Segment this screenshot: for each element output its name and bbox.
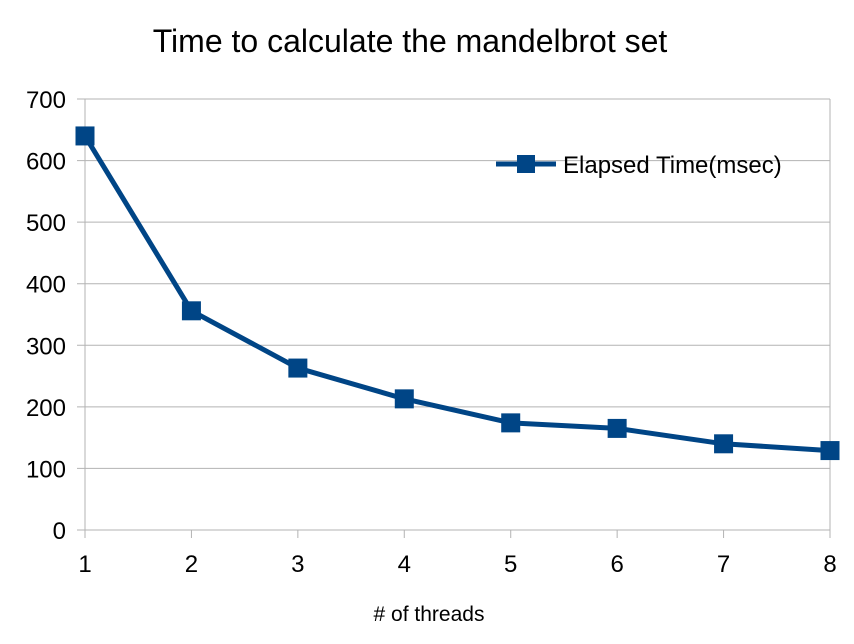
x-axis-title: # of threads <box>374 603 485 626</box>
y-tick-labels: 0 100 200 300 400 500 600 700 <box>26 87 66 545</box>
series-layer <box>75 126 840 461</box>
x-tick-label: 6 <box>610 551 623 578</box>
data-point-marker <box>607 418 627 438</box>
y-tick-label: 300 <box>26 333 66 360</box>
y-tick-label: 200 <box>26 395 66 422</box>
y-tick-label: 500 <box>26 210 66 237</box>
x-tick-label: 7 <box>717 551 730 578</box>
data-point-marker <box>394 389 414 409</box>
x-tick-label: 2 <box>185 551 198 578</box>
x-tick-label: 8 <box>823 551 836 578</box>
x-tick-label: 4 <box>398 551 411 578</box>
x-tick-label: 1 <box>78 551 91 578</box>
legend-marker-swatch <box>517 155 535 173</box>
legend: Elapsed Time(msec) <box>496 152 782 179</box>
legend-label: Elapsed Time(msec) <box>563 152 782 179</box>
series-line <box>82 134 831 454</box>
data-point-marker <box>75 126 95 146</box>
x-tick-label: 5 <box>504 551 517 578</box>
chart-title: Time to calculate the mandelbrot set <box>153 23 668 59</box>
y-tick-label: 700 <box>26 87 66 114</box>
data-point-marker <box>288 358 308 378</box>
y-tick-label: 600 <box>26 149 66 176</box>
data-point-marker <box>820 441 840 461</box>
x-tick-label: 3 <box>291 551 304 578</box>
y-tick-label: 0 <box>53 518 66 545</box>
x-tick-labels: 1 2 3 4 5 6 7 8 <box>78 551 836 578</box>
y-tick-label: 400 <box>26 272 66 299</box>
y-tick-label: 100 <box>26 456 66 483</box>
data-point-marker <box>181 301 201 321</box>
data-point-marker <box>501 413 521 433</box>
gridlines <box>77 98 830 531</box>
data-point-marker <box>714 434 734 454</box>
